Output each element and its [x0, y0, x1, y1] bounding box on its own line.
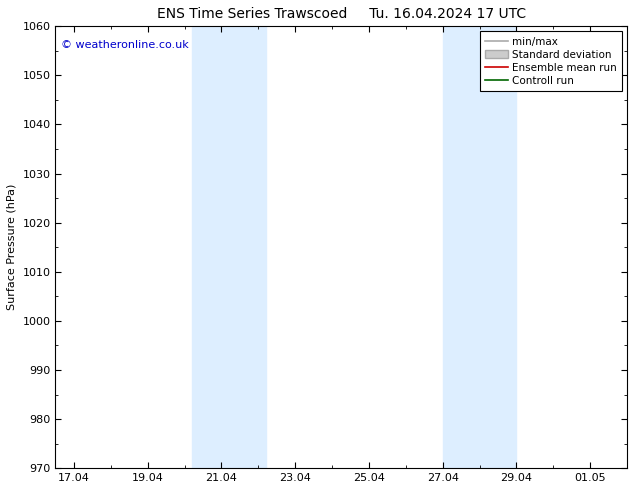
Text: © weatheronline.co.uk: © weatheronline.co.uk	[61, 40, 189, 49]
Bar	[443, 26, 517, 468]
Bar	[192, 26, 266, 468]
Title: ENS Time Series Trawscoed     Tu. 16.04.2024 17 UTC: ENS Time Series Trawscoed Tu. 16.04.2024…	[157, 7, 526, 21]
Y-axis label: Surface Pressure (hPa): Surface Pressure (hPa)	[7, 184, 17, 311]
Legend: min/max, Standard deviation, Ensemble mean run, Controll run: min/max, Standard deviation, Ensemble me…	[479, 31, 622, 91]
